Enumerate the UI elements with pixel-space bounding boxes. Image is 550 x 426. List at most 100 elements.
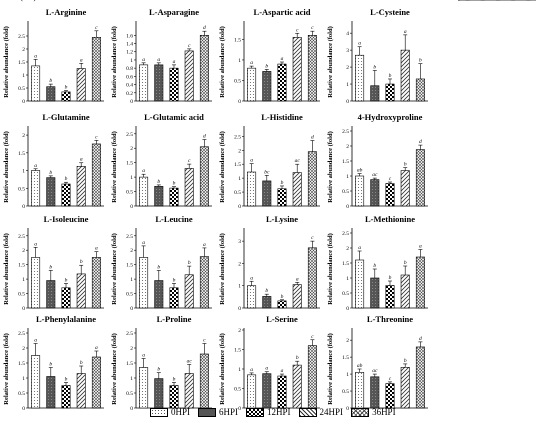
- significance-letter: b: [49, 264, 52, 270]
- y-tick-label: 1.5: [234, 37, 241, 43]
- y-tick-label: 2.5: [18, 331, 25, 337]
- significance-letter: c: [311, 235, 314, 241]
- chart-panel: L-Phenylalanine Relative abundance (fold)…: [3, 314, 104, 412]
- chart-panel: L-Glutamine Relative abundance (fold) 0 0.5…: [3, 112, 104, 210]
- y-tick-label: 2.5: [126, 234, 133, 240]
- significance-letter: b: [265, 63, 268, 69]
- bar: [415, 256, 425, 309]
- y-tick-label: 1.5: [234, 348, 241, 354]
- y-axis-label: Relative abundance (fold): [219, 233, 226, 305]
- bar: [292, 364, 302, 409]
- y-tick-label: 3: [346, 48, 349, 54]
- y-tick-label: 1: [130, 175, 133, 181]
- chart-title: L-Isoleucine: [44, 214, 89, 224]
- y-tick-label: 0: [454, 0, 457, 2]
- y-tick-label: 1.5: [18, 60, 25, 66]
- y-tick-label: 2: [130, 346, 133, 352]
- y-tick-label: 1.5: [126, 361, 133, 367]
- bar: [76, 165, 86, 207]
- y-tick-label: 4: [346, 31, 349, 37]
- y-tick-label: 0: [346, 306, 349, 312]
- significance-letter: a: [404, 29, 407, 35]
- y-tick-label: 1.5: [450, 0, 457, 2]
- y-tick-label: 1.4: [126, 42, 133, 48]
- bar: [31, 257, 41, 309]
- bar: [307, 151, 317, 207]
- significance-letter: a: [80, 57, 83, 63]
- y-tick-label: 2: [238, 328, 241, 334]
- y-axis-label: Relative abundance (fold): [219, 333, 226, 405]
- y-tick-label: 0.5: [126, 391, 133, 397]
- significance-letter: b: [49, 362, 52, 368]
- bar: [277, 300, 287, 309]
- bar: [91, 257, 101, 309]
- significance-letter: b: [404, 162, 407, 168]
- significance-letter: a: [250, 158, 253, 164]
- significance-letter: d: [419, 336, 422, 342]
- significance-letter: ab: [357, 168, 363, 174]
- chart-title: L-Methionine: [365, 214, 415, 224]
- bar: [400, 49, 410, 102]
- significance-letter: d: [203, 134, 206, 140]
- bar: [91, 36, 101, 102]
- bar: [199, 35, 209, 102]
- y-axis-label: Relative abundance (fold): [111, 131, 118, 203]
- y-tick-label: 0: [130, 306, 133, 312]
- y-tick-label: 0.6: [126, 74, 133, 80]
- significance-letter: d: [311, 135, 314, 141]
- y-tick-label: 0: [238, 406, 241, 412]
- significance-letter: c: [188, 43, 191, 49]
- y-tick-label: 2.5: [342, 129, 349, 135]
- significance-letter: a: [173, 59, 176, 65]
- bar: [400, 170, 410, 207]
- significance-letter: b: [281, 294, 284, 300]
- legend-swatch: [198, 407, 217, 417]
- y-axis-label: Relative abundance (fold): [111, 333, 118, 405]
- bar: [199, 256, 209, 309]
- y-tick-label: 0.5: [126, 292, 133, 298]
- bar: [355, 259, 365, 309]
- y-tick-label: 1.2: [126, 50, 133, 56]
- significance-letter: b: [281, 180, 284, 186]
- significance-letter: a: [142, 240, 145, 246]
- bar: [262, 71, 272, 102]
- significance-letter: a: [281, 368, 284, 374]
- significance-letter: b: [481, 0, 484, 2]
- bar: [415, 149, 425, 207]
- significance-letter: b: [373, 64, 376, 70]
- bar: [199, 353, 209, 409]
- bar: [247, 171, 257, 207]
- y-tick-label: 2: [346, 338, 349, 344]
- significance-letter: a: [466, 0, 469, 2]
- significance-letter: a: [203, 242, 206, 248]
- bar: [61, 183, 71, 207]
- significance-letter: a: [419, 244, 422, 250]
- significance-letter: ac: [187, 359, 193, 365]
- chart-title: L-Proline: [157, 314, 192, 324]
- legend-item: 6HPI: [198, 407, 238, 417]
- y-axis-label: Relative abundance (fold): [327, 333, 334, 405]
- chart-panel: L-Threonine Relative abundance (fold) 0 0.5…: [327, 314, 428, 412]
- y-tick-label: 0.5: [234, 190, 241, 196]
- significance-letter: d: [512, 0, 515, 2]
- y-tick-label: 2: [130, 146, 133, 152]
- bar: [169, 287, 179, 309]
- significance-letter: b: [373, 263, 376, 269]
- y-tick-label: 2.5: [126, 132, 133, 138]
- chart-title: L-Serine: [266, 314, 298, 324]
- significance-letter: a: [250, 60, 253, 66]
- y-axis-label: Relative abundance (fold): [219, 131, 226, 203]
- bar: [277, 375, 287, 409]
- y-tick-label: 0: [22, 204, 25, 210]
- y-tick-label: 0: [130, 406, 133, 412]
- y-tick-label: 1.5: [126, 161, 133, 167]
- chart-panel: L-Isoleucine Relative abundance (fold) 0 0.…: [3, 214, 104, 312]
- significance-letter: b: [157, 367, 160, 373]
- y-tick-label: 2: [22, 248, 25, 254]
- y-tick-label: 1: [22, 376, 25, 382]
- bar: [247, 285, 257, 309]
- legend-swatch: [351, 407, 370, 417]
- y-axis-label: Relative abundance (fold): [327, 233, 334, 305]
- significance-letter: b: [49, 78, 52, 84]
- bar: [154, 64, 164, 102]
